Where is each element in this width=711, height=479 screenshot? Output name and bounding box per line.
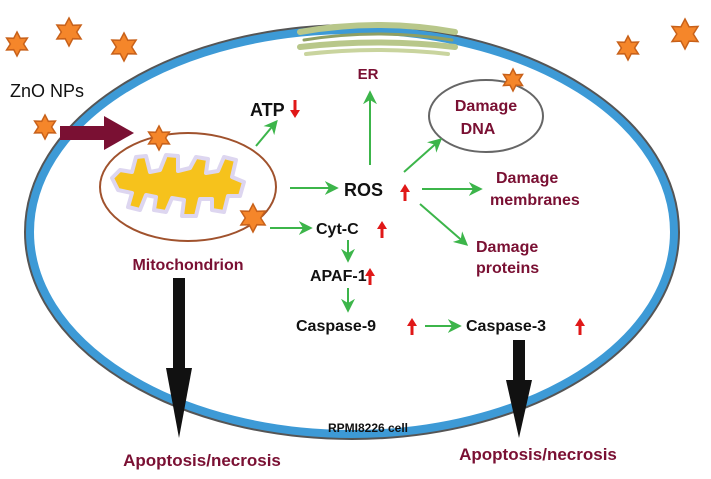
cell-label: RPMI8226 cell [328, 421, 408, 435]
indicator-caspase9 [407, 318, 417, 335]
arrow-ros-dna [403, 138, 443, 173]
arrow-mito-atp [255, 119, 278, 147]
indicator-ros [400, 184, 410, 201]
outcome-arrow-left [166, 278, 192, 438]
zno-nanoparticle-icon [110, 31, 138, 63]
zno-nanoparticle-icon [147, 124, 171, 152]
nucleus: Damage DNA [428, 79, 544, 153]
mitochondrion [99, 132, 277, 242]
zno-nps-label: ZnO NPs [10, 81, 84, 101]
zno-nanoparticle-icon [5, 30, 29, 58]
damage-proteins-line1: Damage [476, 239, 538, 256]
zno-nanoparticle-icon [616, 34, 640, 62]
mitochondrion-cristae [110, 153, 246, 218]
zno-nanoparticle-icon [502, 67, 524, 93]
atp-label: ATP [250, 100, 285, 120]
damage-dna-label-line2: DNA [461, 121, 496, 138]
pathway-arrows [255, 90, 483, 333]
indicator-caspase3 [575, 318, 585, 335]
er-label: ER [358, 66, 379, 83]
ros-label: ROS [344, 180, 383, 200]
entry-arrow [60, 116, 134, 150]
damage-membranes-line1: Damage [496, 170, 558, 187]
mitochondrion-label: Mitochondrion [132, 257, 243, 274]
nanoparticles [5, 16, 700, 234]
damage-membranes-line2: membranes [490, 192, 580, 209]
indicator-atp [290, 100, 300, 118]
zno-nanoparticle-icon [55, 16, 83, 48]
zno-nanoparticle-icon [670, 17, 700, 51]
zno-nanoparticle-icon [239, 202, 267, 234]
caspase3-label: Caspase-3 [466, 318, 546, 335]
indicator-apaf1 [365, 268, 375, 285]
damage-dna-label-line1: Damage [455, 98, 517, 115]
indicator-cytc [377, 221, 387, 238]
outcome-arrow-right [506, 340, 532, 438]
arrow-ros-proteins [419, 203, 469, 246]
apaf1-label: APAF-1 [310, 268, 367, 285]
outcome-right-label: Apoptosis/necrosis [459, 445, 617, 464]
outcome-left-label: Apoptosis/necrosis [123, 451, 281, 470]
caspase9-label: Caspase-9 [296, 318, 376, 335]
cytc-label: Cyt-C [316, 221, 359, 238]
damage-proteins-line2: proteins [476, 260, 539, 277]
zno-nanoparticle-icon [33, 113, 57, 141]
er-organelle [297, 22, 458, 56]
